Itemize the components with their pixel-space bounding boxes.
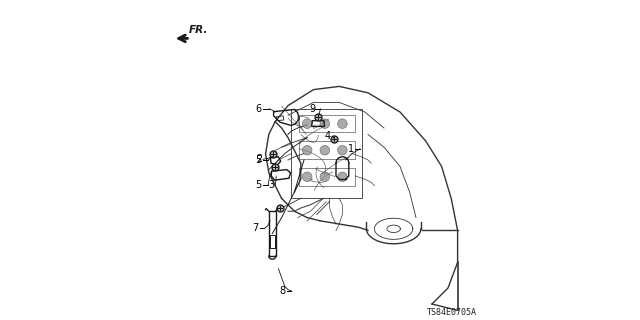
Text: 1: 1	[348, 144, 354, 154]
Text: 5: 5	[255, 180, 262, 190]
Text: FR.: FR.	[189, 25, 208, 36]
Circle shape	[303, 172, 312, 182]
Circle shape	[338, 172, 348, 182]
Text: 5: 5	[255, 155, 262, 165]
Text: 2: 2	[256, 154, 262, 164]
Text: 4: 4	[325, 131, 331, 141]
Text: 6: 6	[255, 104, 262, 114]
Circle shape	[338, 119, 348, 129]
Text: 7: 7	[252, 223, 259, 233]
Circle shape	[303, 119, 312, 129]
Circle shape	[320, 145, 330, 155]
Circle shape	[320, 119, 330, 129]
Text: 3: 3	[268, 180, 275, 190]
Circle shape	[303, 145, 312, 155]
Text: TS84E0705A: TS84E0705A	[427, 308, 477, 317]
Circle shape	[338, 145, 348, 155]
Text: 8: 8	[279, 286, 285, 296]
Text: 9: 9	[309, 104, 315, 114]
Circle shape	[320, 172, 330, 182]
